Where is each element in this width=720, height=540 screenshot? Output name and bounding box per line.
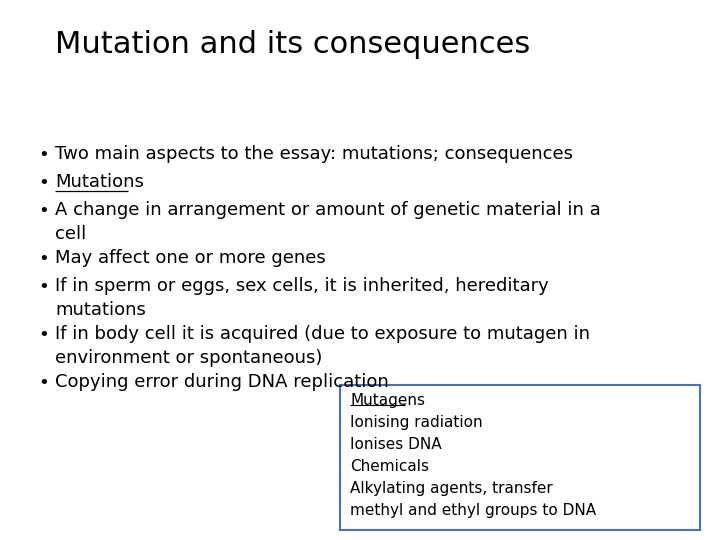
Text: Mutagens: Mutagens [350,393,425,408]
Text: Alkylating agents, transfer: Alkylating agents, transfer [350,481,553,496]
Text: Two main aspects to the essay: mutations; consequences: Two main aspects to the essay: mutations… [55,145,573,163]
Text: •: • [38,202,49,220]
Text: Ionises DNA: Ionises DNA [350,437,441,452]
Text: If in sperm or eggs, sex cells, it is inherited, hereditary
mutations: If in sperm or eggs, sex cells, it is in… [55,277,549,319]
Text: Mutation and its consequences: Mutation and its consequences [55,30,530,59]
Text: •: • [38,326,49,344]
Text: Chemicals: Chemicals [350,459,429,474]
Text: Copying error during DNA replication: Copying error during DNA replication [55,373,389,391]
Text: •: • [38,146,49,164]
Text: A change in arrangement or amount of genetic material in a
cell: A change in arrangement or amount of gen… [55,201,600,242]
Text: methyl and ethyl groups to DNA: methyl and ethyl groups to DNA [350,503,596,518]
Text: •: • [38,278,49,296]
Text: If in body cell it is acquired (due to exposure to mutagen in
environment or spo: If in body cell it is acquired (due to e… [55,325,590,367]
Text: Ionising radiation: Ionising radiation [350,415,482,430]
Text: •: • [38,174,49,192]
FancyBboxPatch shape [340,385,700,530]
Text: •: • [38,250,49,268]
Text: May affect one or more genes: May affect one or more genes [55,249,325,267]
Text: Mutations: Mutations [55,173,144,191]
Text: •: • [38,374,49,392]
